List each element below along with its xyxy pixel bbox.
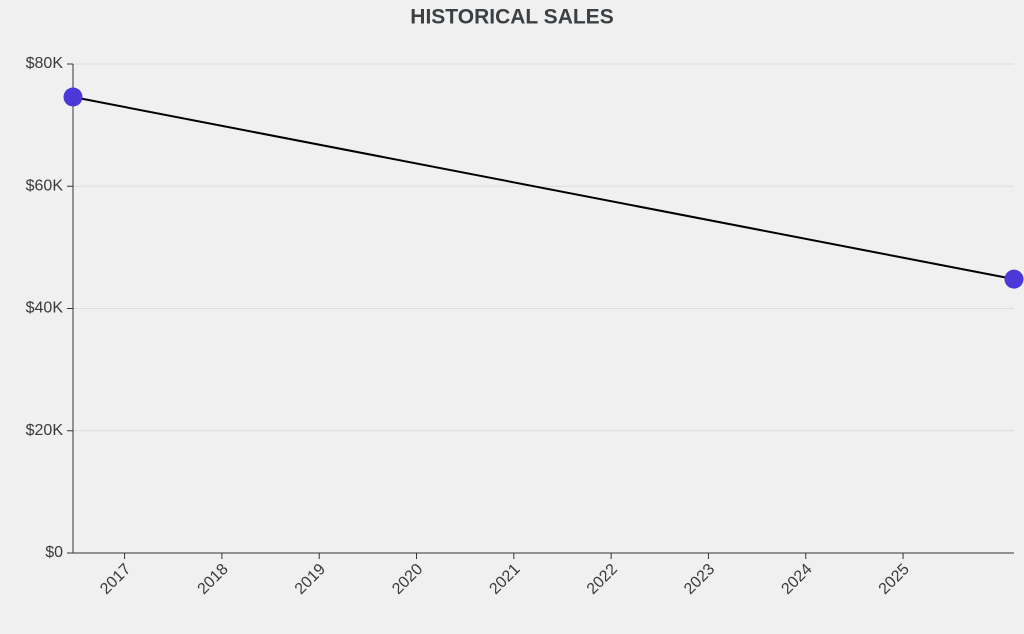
point <box>63 87 83 107</box>
point <box>1004 269 1024 289</box>
x-tick-label: 2022 <box>584 561 621 598</box>
x-tick-label: 2023 <box>681 561 718 598</box>
y-tick-label: $20K <box>26 422 64 439</box>
x-tick-label: 2021 <box>486 561 523 598</box>
x-tick-label: 2018 <box>195 561 232 598</box>
x-tick-label: 2024 <box>778 561 815 598</box>
x-tick-label: 2019 <box>292 561 329 598</box>
y-tick-label: $40K <box>26 300 64 317</box>
y-tick-label: $80K <box>26 55 64 72</box>
chart-title: HISTORICAL SALES <box>410 6 613 29</box>
x-tick-label: 2017 <box>97 561 134 598</box>
x-tick-label: 2020 <box>389 561 426 598</box>
line <box>72 96 1015 281</box>
y-tick-label: $60K <box>26 177 64 194</box>
x-tick-label: 2025 <box>876 561 913 598</box>
y-tick-label: $0 <box>45 544 63 561</box>
